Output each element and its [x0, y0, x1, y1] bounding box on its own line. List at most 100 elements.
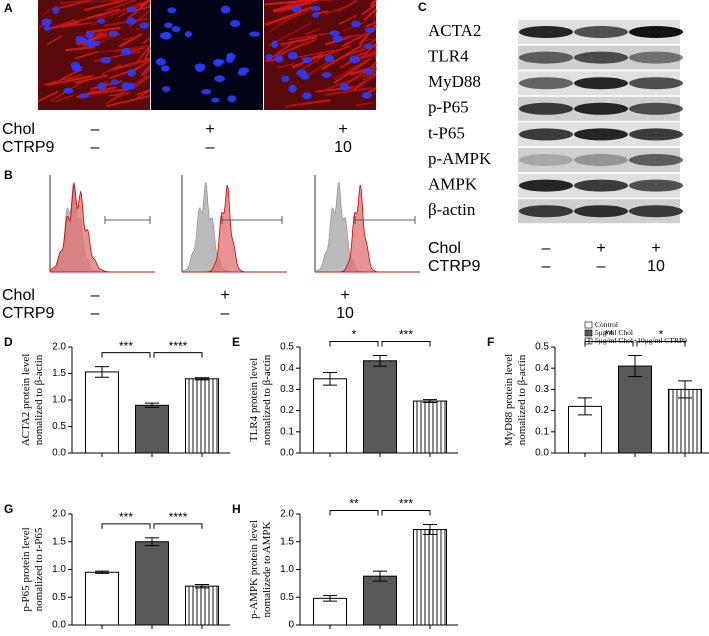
- y-tick-label: 2.0: [52, 509, 66, 520]
- nucleus: [43, 26, 51, 31]
- bar: [619, 366, 652, 453]
- y-tick-label: 0.1: [280, 426, 294, 437]
- nucleus: [302, 57, 312, 63]
- condition-value: +: [205, 121, 214, 138]
- condition-value: –: [542, 240, 551, 257]
- nucleus: [249, 32, 260, 37]
- significance-label: ****: [169, 510, 188, 524]
- nucleus: [364, 44, 373, 49]
- y-axis-label-line: TLR4 protein level: [248, 358, 260, 442]
- nucleus: [362, 92, 372, 99]
- nucleus: [324, 55, 334, 62]
- nucleus: [63, 88, 73, 94]
- nucleus: [271, 40, 278, 48]
- nucleus: [211, 98, 219, 103]
- y-axis-label-line: nomalized to β-actin: [261, 354, 273, 445]
- condition-value: –: [597, 258, 606, 275]
- blot-band: [574, 180, 628, 192]
- nucleus: [329, 30, 340, 35]
- y-axis-label-line: nomalized to β-actin: [33, 354, 45, 445]
- blot-band: [574, 26, 628, 38]
- significance-label: ***: [119, 510, 133, 524]
- bar: [136, 405, 169, 453]
- nucleus: [97, 82, 107, 90]
- condition-value: –: [91, 121, 100, 138]
- y-axis-label: p-AMPK protein levelnomalizede to AMPK: [248, 520, 273, 619]
- significance-bracket: [382, 341, 430, 346]
- nucleus: [52, 6, 59, 14]
- protein-label: TLR4: [428, 47, 469, 66]
- nucleus: [226, 53, 235, 60]
- y-tick-label: 2.0: [52, 342, 66, 353]
- significance-bracket: [330, 341, 378, 346]
- significance-bracket: [154, 524, 202, 529]
- blot-band: [519, 77, 573, 89]
- y-axis-label-line: p-AMPK protein level: [248, 520, 260, 619]
- nucleus: [275, 55, 284, 63]
- y-tick-label: 2.0: [280, 509, 294, 520]
- y-tick-label: 0.3: [535, 384, 549, 395]
- blot-band: [629, 205, 683, 217]
- nucleus: [97, 18, 105, 23]
- nucleus: [41, 19, 51, 26]
- panel-letter: E: [232, 335, 240, 349]
- y-axis-label-line: nomalized to β-actin: [516, 354, 528, 445]
- condition-value: 10: [336, 305, 354, 322]
- nucleus: [167, 7, 176, 13]
- condition-label: CTRP9: [2, 305, 55, 322]
- protein-label: t-P65: [428, 123, 465, 142]
- nucleus: [161, 65, 170, 71]
- significance-label: *: [352, 328, 357, 342]
- blot-band: [519, 103, 573, 115]
- nucleus: [239, 67, 250, 73]
- protein-label: β-actin: [428, 200, 476, 219]
- panel-letter: H: [232, 502, 241, 516]
- blot-band: [629, 154, 683, 166]
- bar: [414, 401, 447, 453]
- bar: [314, 598, 347, 625]
- protein-label: p-P65: [428, 98, 469, 117]
- blot-band: [519, 128, 573, 140]
- blot-band: [519, 26, 573, 38]
- y-axis-label-line: nomalizede to AMPK: [261, 521, 273, 617]
- y-tick-label: 0.5: [52, 421, 66, 432]
- blot-band: [519, 52, 573, 64]
- nucleus: [349, 55, 360, 63]
- condition-label: Chol: [428, 240, 461, 257]
- significance-bracket: [154, 353, 202, 358]
- blot-band: [519, 180, 573, 192]
- y-tick-label: 0.5: [535, 342, 549, 353]
- blot-band: [574, 205, 628, 217]
- nucleus: [86, 31, 94, 39]
- condition-value: +: [220, 287, 229, 304]
- nucleus: [365, 27, 375, 32]
- nucleus: [185, 31, 192, 37]
- condition-value: –: [91, 139, 100, 156]
- condition-label: CTRP9: [428, 258, 481, 275]
- bar: [186, 379, 219, 453]
- bar: [364, 361, 397, 453]
- significance-label: ****: [169, 339, 188, 353]
- condition-value: –: [91, 287, 100, 304]
- nucleus: [230, 20, 240, 27]
- y-tick-label: 1.0: [52, 395, 66, 406]
- nucleus: [109, 31, 119, 37]
- blot-band: [574, 128, 628, 140]
- nucleus: [281, 76, 289, 83]
- blot-band: [574, 103, 628, 115]
- nucleus: [72, 65, 82, 72]
- legend-swatch: [585, 322, 592, 328]
- y-axis-label-line: ACTA2 protein level: [20, 354, 32, 447]
- nucleus: [340, 83, 350, 91]
- nucleus: [201, 89, 211, 94]
- condition-label: Chol: [2, 287, 35, 304]
- nucleus: [288, 85, 297, 93]
- protein-label: MyD88: [428, 72, 481, 91]
- y-tick-label: 0.5: [52, 592, 66, 603]
- y-axis-label: ACTA2 protein levelnomalized to β-actin: [20, 354, 45, 447]
- nucleus: [288, 52, 298, 60]
- y-tick-label: 0: [288, 620, 294, 631]
- nucleus: [78, 37, 87, 42]
- nucleus: [291, 6, 301, 12]
- panel-letter: D: [4, 335, 13, 349]
